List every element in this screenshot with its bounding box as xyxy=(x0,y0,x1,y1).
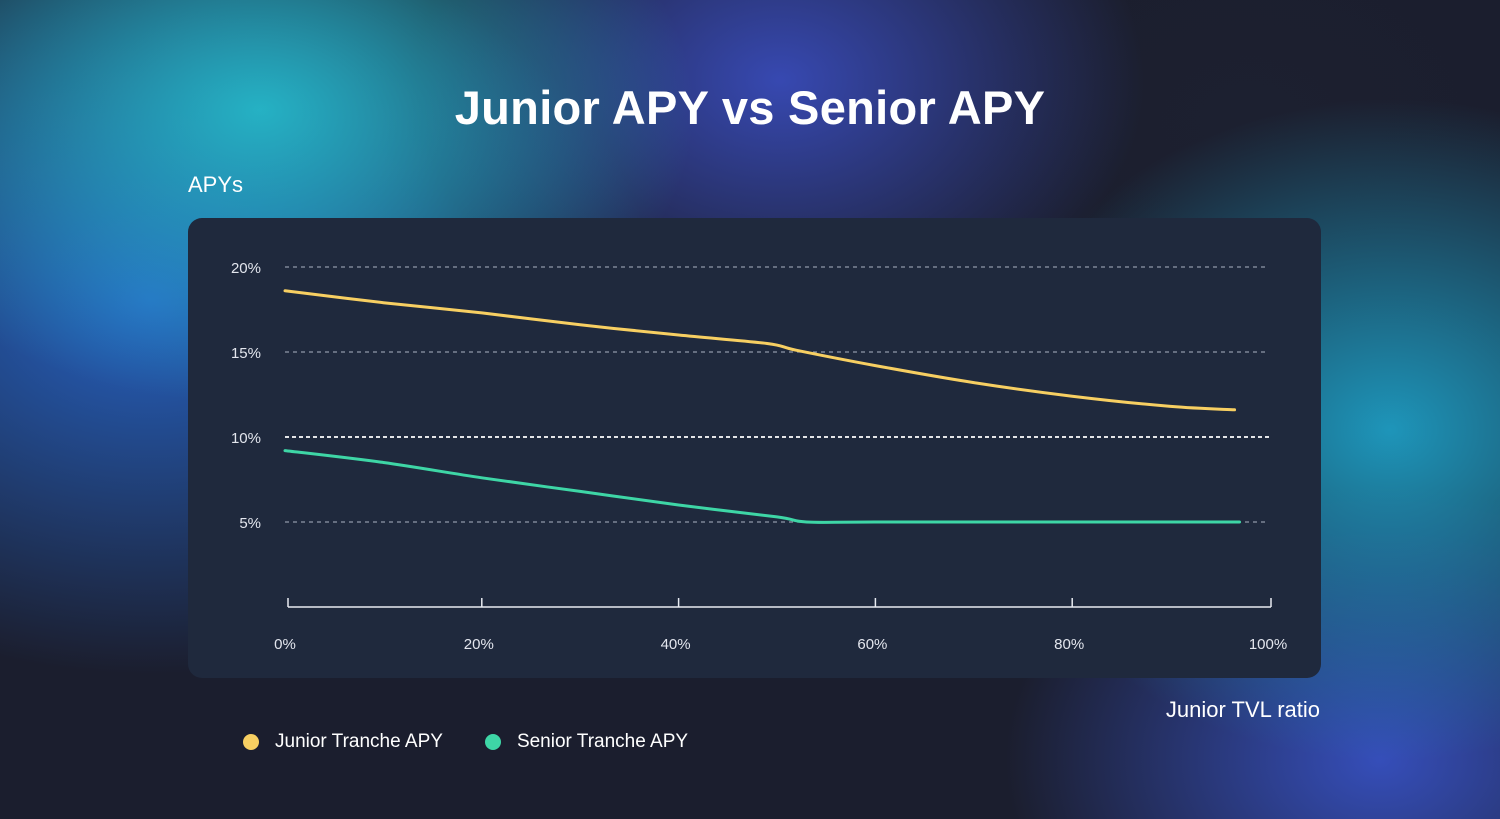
plot-panel: 5% 10% 15% 20% 0% 20% 40% 60% 80% 100% xyxy=(188,218,1321,678)
chart-title: Junior APY vs Senior APY xyxy=(454,81,1046,134)
y-tick-label-15: 15% xyxy=(231,345,261,362)
legend-label-junior: Junior Tranche APY xyxy=(275,731,443,752)
x-tick-label-20: 20% xyxy=(464,636,494,653)
x-tick-label-100: 100% xyxy=(1249,636,1287,653)
y-axis-title: APYs xyxy=(188,172,244,197)
x-axis-title: Junior TVL ratio xyxy=(1165,697,1320,722)
line-chart: 5% 10% 15% 20% 0% 20% 40% 60% 80% 100% xyxy=(231,260,1287,653)
y-tick-label-20: 20% xyxy=(231,260,261,277)
legend-entry-senior: Senior Tranche APY xyxy=(484,731,689,753)
x-tick-label-60: 60% xyxy=(857,636,887,653)
legend-swatch-junior xyxy=(243,734,259,750)
y-tick-label-5: 5% xyxy=(239,515,261,532)
legend-label-senior: Senior Tranche APY xyxy=(516,731,689,752)
y-tick-label-10: 10% xyxy=(231,430,261,447)
x-tick-label-80: 80% xyxy=(1054,636,1084,653)
x-tick-label-40: 40% xyxy=(661,636,691,653)
legend: Junior Tranche APY Senior Tranche APY xyxy=(243,731,730,753)
legend-swatch-senior xyxy=(484,734,501,750)
senior-apy-line xyxy=(283,449,1241,524)
legend-entry-junior: Junior Tranche APY xyxy=(243,731,443,753)
x-tick-label-0: 0% xyxy=(274,636,296,653)
junior-apy-line xyxy=(283,289,1237,412)
